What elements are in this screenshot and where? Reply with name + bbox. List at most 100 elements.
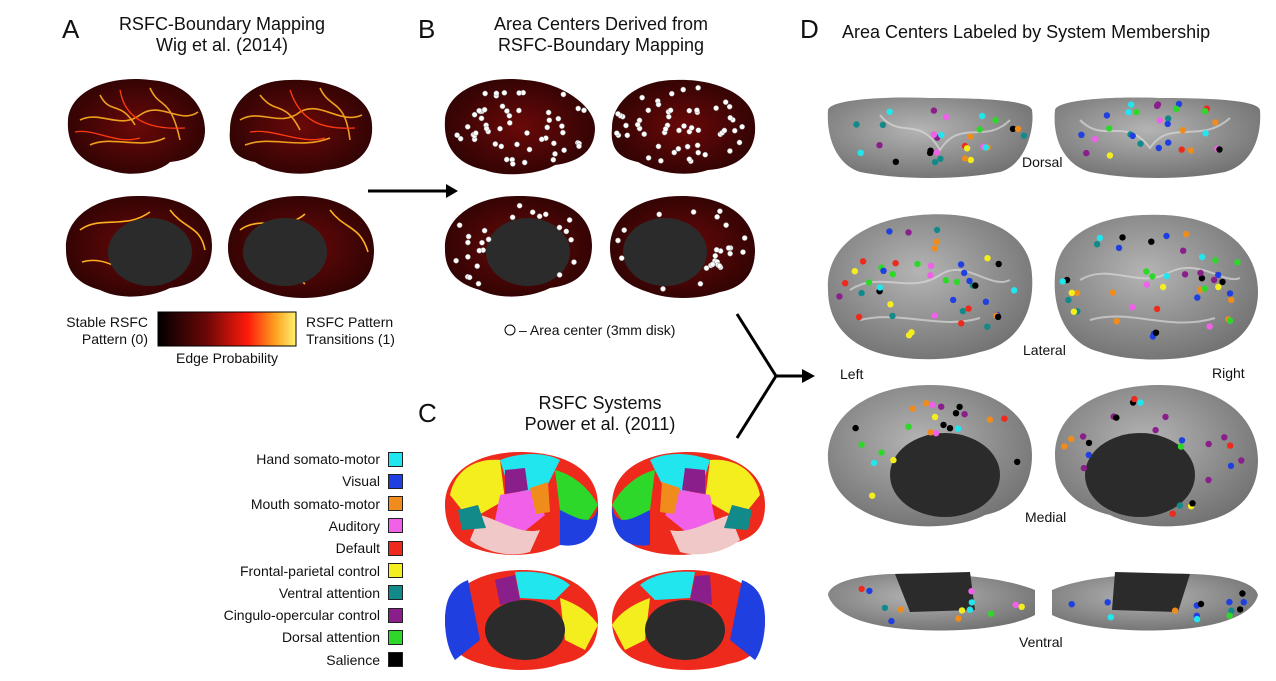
legend-item: Salience xyxy=(326,649,403,671)
legend-color-swatch xyxy=(388,540,403,556)
area-center-dot xyxy=(1234,259,1241,266)
area-center-dot xyxy=(1202,130,1209,137)
legend-item-label: Mouth somato-motor xyxy=(250,495,380,512)
legend-color-swatch xyxy=(388,629,403,645)
area-center-dot xyxy=(731,127,738,134)
area-center-dot xyxy=(1198,275,1206,282)
area-center-dot xyxy=(479,239,485,246)
legend-item: Dorsal attention xyxy=(282,626,403,648)
panel-b-title: Area Centers Derived from RSFC-Boundary … xyxy=(470,14,732,56)
area-center-dot xyxy=(1197,286,1204,293)
area-center-dot xyxy=(855,313,863,321)
area-center-dot xyxy=(914,260,921,268)
area-center-dot xyxy=(961,269,968,277)
area-center-dot xyxy=(963,145,971,152)
legend-color-swatch xyxy=(388,518,403,534)
area-center-dot xyxy=(968,588,975,595)
area-center-dot xyxy=(1085,451,1093,459)
panel-a-brains xyxy=(65,79,374,298)
area-center-dot xyxy=(957,261,965,268)
area-center-dot xyxy=(1169,510,1176,517)
area-center-dot xyxy=(1143,268,1150,275)
area-center-dot xyxy=(1219,278,1226,286)
area-center-dot xyxy=(1106,152,1114,159)
area-center-dot xyxy=(1061,443,1068,450)
area-center-dot xyxy=(1239,590,1246,597)
legend-item-label: Ventral attention xyxy=(278,584,380,601)
area-center-dot xyxy=(879,121,887,129)
area-center-dot xyxy=(1065,296,1072,304)
area-center-dot xyxy=(623,122,629,129)
panel-a-title: RSFC-Boundary Mapping Wig et al. (2014) xyxy=(100,14,344,56)
area-center-dot xyxy=(727,114,734,121)
panel-d-left-lateral-brain xyxy=(827,214,1033,360)
area-center-dot xyxy=(956,403,963,411)
area-center-dot xyxy=(686,156,693,163)
area-center-dot xyxy=(1228,607,1235,614)
area-center-legend-icon xyxy=(504,324,516,336)
view-label-dorsal: Dorsal xyxy=(1022,154,1063,170)
area-center-dot xyxy=(1012,601,1019,609)
area-center-dot xyxy=(559,123,565,129)
area-center-dot xyxy=(1143,281,1151,288)
area-center-dot xyxy=(560,91,567,98)
area-center-dot xyxy=(1189,500,1196,507)
area-center-dot xyxy=(695,84,701,91)
area-center-dot xyxy=(888,617,895,625)
area-center-dot xyxy=(1091,135,1099,143)
area-center-dot xyxy=(946,425,954,432)
area-center-dot xyxy=(736,139,743,146)
area-center-dot xyxy=(1159,283,1167,291)
area-center-dot xyxy=(499,103,506,110)
area-center-dot xyxy=(739,123,745,130)
area-center-dot xyxy=(1152,426,1159,434)
area-center-dot xyxy=(709,261,716,268)
area-center-dot xyxy=(897,606,905,613)
area-center-dot xyxy=(618,255,625,261)
area-center-dot xyxy=(1226,290,1234,297)
area-center-dot xyxy=(955,615,962,622)
area-center-dot xyxy=(1180,247,1187,254)
area-center-dot xyxy=(1129,304,1136,311)
area-center-dot xyxy=(938,131,945,139)
area-center-dot xyxy=(675,145,682,152)
area-center-dot xyxy=(892,260,899,267)
area-center-dot xyxy=(545,109,552,116)
area-center-dot xyxy=(1018,603,1025,610)
panel-b-letter: B xyxy=(418,14,436,44)
area-center-dot xyxy=(453,257,459,264)
area-center-dot xyxy=(1221,434,1228,441)
area-center-dot xyxy=(889,312,896,320)
area-center-dot xyxy=(878,449,885,456)
area-center-dot xyxy=(953,278,961,286)
area-center-dot xyxy=(966,277,973,285)
area-center-dot xyxy=(1238,457,1245,464)
area-center-dot xyxy=(952,410,960,417)
panel-d-brains xyxy=(827,97,1261,631)
area-center-dot xyxy=(552,151,558,157)
area-center-dot xyxy=(967,156,974,164)
area-center-dot xyxy=(1212,257,1219,264)
area-center-dot xyxy=(931,413,939,421)
area-center-dot xyxy=(555,115,562,122)
area-center-dot xyxy=(937,155,944,162)
area-center-dot xyxy=(982,298,990,305)
area-center-dot xyxy=(1148,238,1155,245)
area-center-dot xyxy=(932,430,940,437)
area-center-dot xyxy=(474,263,481,269)
area-center-dot xyxy=(550,156,557,163)
area-center-dot xyxy=(1227,462,1235,469)
area-center-dot xyxy=(727,250,733,257)
area-center-dot xyxy=(984,323,991,330)
arrow-a-to-b xyxy=(368,184,458,198)
area-center-dot xyxy=(457,135,464,142)
area-center-dot xyxy=(514,141,520,148)
area-center-dot xyxy=(1068,289,1076,296)
panel-a-left-medial-brain xyxy=(65,195,212,297)
area-center-dot xyxy=(1125,109,1132,116)
area-center-dot xyxy=(1197,600,1205,608)
area-center-dot xyxy=(933,149,941,156)
area-center-dot xyxy=(858,289,865,297)
area-center-dot xyxy=(1240,599,1248,606)
